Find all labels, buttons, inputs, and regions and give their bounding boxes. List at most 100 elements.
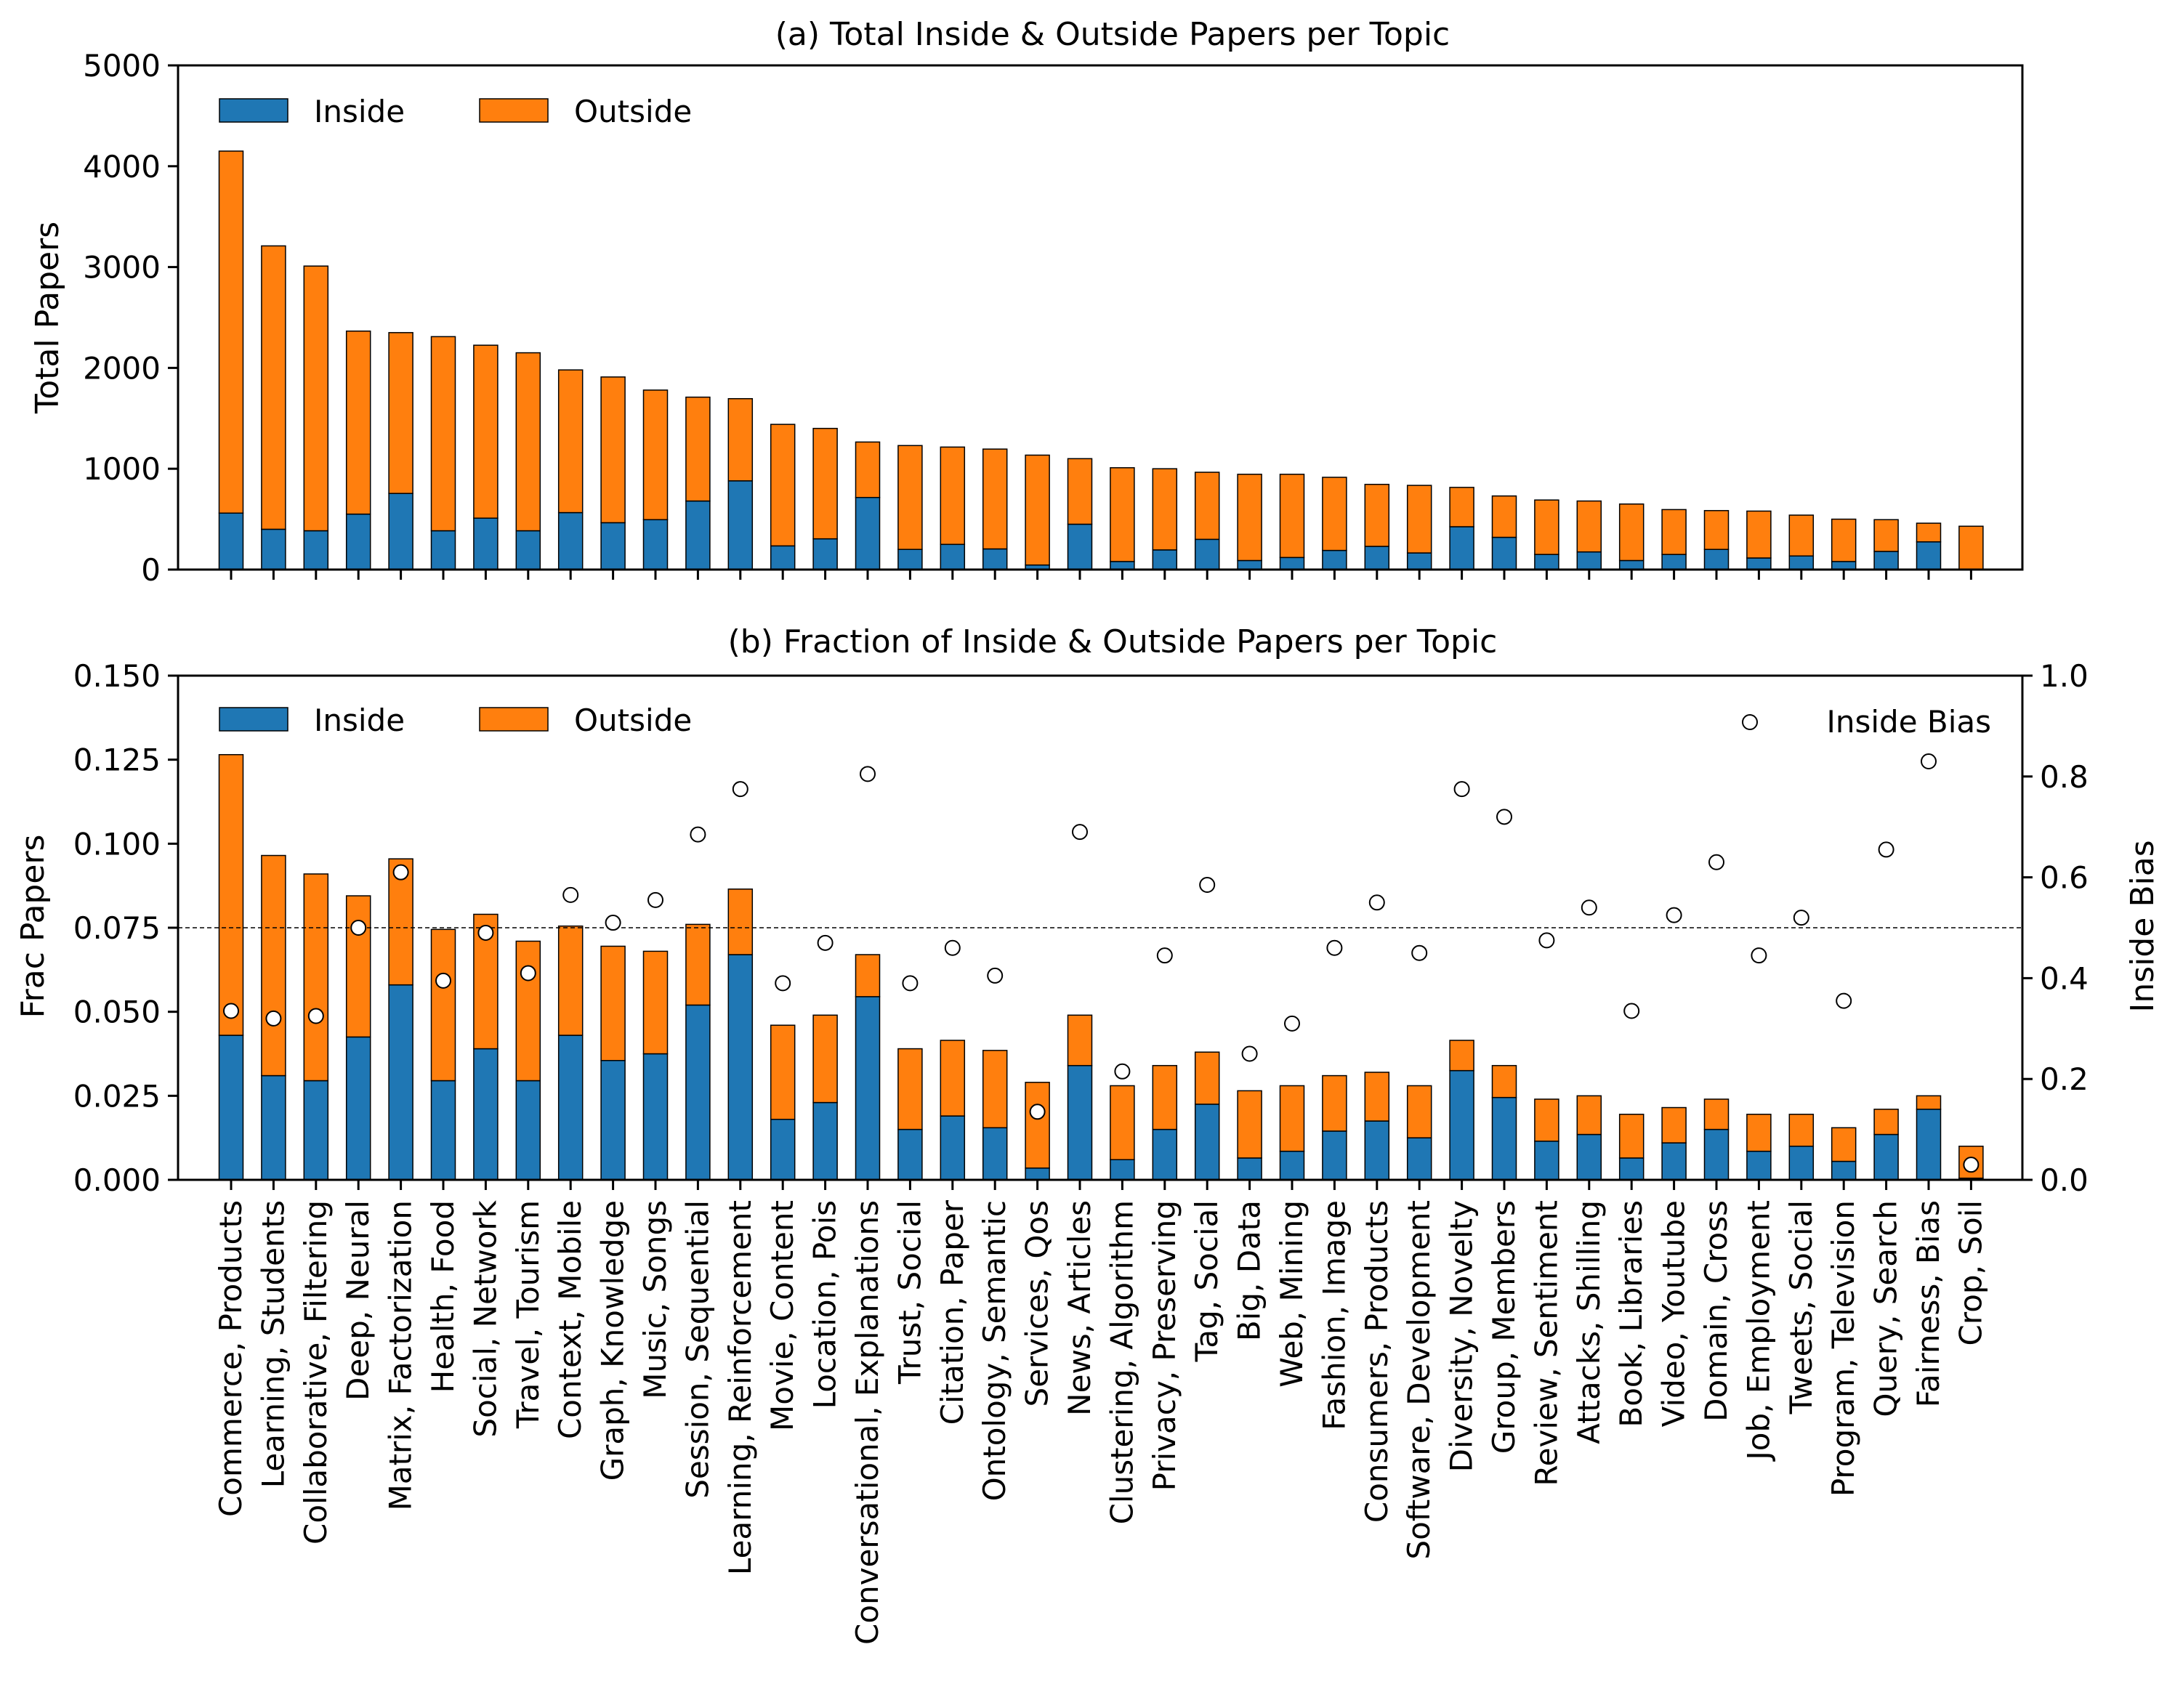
inside-bias-point [944,939,961,956]
bar-inside [1110,1159,1135,1181]
inside-bias-point [1793,910,1809,926]
category-label: Group, Members [1486,1200,1522,1454]
category-label: Session, Sequential [679,1200,715,1499]
category-label: Travel, Tourism [510,1200,546,1429]
bar-outside [1025,454,1050,566]
inside-bias-point [562,886,579,903]
inside-bias-point [987,967,1004,984]
panel-a-y-ticks: 0 1000 2000 3000 4000 5000 [83,48,178,588]
inside-bias-point [435,972,451,989]
bar-outside [1279,474,1305,559]
y-tick-label: 4000 [83,149,161,185]
inside-bias-point [1114,1063,1131,1080]
bar-outside [1788,1114,1815,1147]
bar-outside [557,369,584,514]
bar-inside [1788,1145,1815,1181]
bar-inside [642,519,669,570]
panel-b-title: (b) Fraction of Inside & Outside Papers … [728,623,1498,660]
inside-bias-point [1581,899,1597,916]
bar-inside [600,1060,626,1181]
bar-outside [1279,1085,1305,1152]
right-y-tick-label: 0.8 [2040,759,2089,795]
bar-outside [1406,485,1432,554]
bar-outside [1406,1085,1432,1138]
right-y-tick-label: 0.4 [2040,960,2089,996]
inside-bias-point [1411,944,1428,961]
panel-b-x-ticks [230,1180,1972,1190]
bar-inside [303,1080,329,1181]
bar-inside [1194,538,1220,570]
bar-inside [1364,1120,1390,1181]
bar-outside [1831,1127,1857,1162]
bar-inside [1703,549,1730,570]
bar-outside [388,332,413,494]
bar-inside [515,1080,541,1181]
bar-outside [218,753,244,1036]
inside-bias-point [860,766,876,782]
category-label: Fairness, Bias [1910,1200,1946,1407]
bar-inside [1406,552,1432,570]
bar-inside [261,1074,286,1181]
bar-outside [1152,1064,1178,1130]
category-label: Big, Data [1232,1200,1267,1341]
right-y-tick-label: 0.0 [2040,1162,2089,1198]
bar-inside [1237,1157,1262,1181]
panel-a-y-axis-label: Total Papers [29,222,66,414]
bar-outside [1534,1098,1559,1142]
y-tick-label: 0.150 [73,658,161,694]
panel-a-legend: Inside Outside [219,94,692,129]
bar-outside [1110,1085,1135,1160]
category-labels: Commerce, Products Learning, Students Coll… [213,1199,1988,1645]
bar-inside [1831,561,1857,570]
bar-outside [812,427,838,540]
bar-outside [303,873,329,1082]
category-label: Context, Mobile [552,1200,588,1439]
y-tick-label: 0.075 [73,910,161,946]
bar-outside [1194,471,1220,541]
bar-outside [897,445,923,550]
bar-inside [1152,549,1178,570]
category-label: Job, Employment [1740,1200,1776,1462]
bar-outside [1661,1106,1687,1144]
category-label: Learning, Students [255,1200,291,1488]
inside-bias-point [307,1008,324,1024]
category-label: Conversational, Explanations [850,1200,885,1645]
bar-outside [855,954,881,997]
panel-a-title: (a) Total Inside & Outside Papers per To… [775,16,1450,53]
panel-b-bars [218,753,1984,1181]
legend-label-inside-bias: Inside Bias [1826,704,1991,740]
bar-inside [557,1035,584,1181]
category-label: Diversity, Novelty [1444,1200,1480,1472]
panel-b-y-ticks: 0.000 0.025 0.050 0.075 0.100 0.125 0.150 [73,658,178,1198]
bar-inside [1406,1137,1432,1181]
bar-inside [1788,555,1815,570]
y-tick-label: 5000 [83,48,161,84]
category-label: Tweets, Social [1783,1200,1819,1414]
bar-outside [685,923,711,1006]
bar-inside [727,480,754,570]
bar-outside [1618,503,1645,562]
category-label: Services, Qos [1020,1200,1055,1407]
bar-inside [388,984,413,1181]
panel-a-bars [218,150,1984,570]
bar-inside [1449,526,1474,570]
inside-bias-point [690,826,706,843]
bar-outside [1576,1095,1602,1136]
bar-inside [600,522,626,570]
inside-bias-point [902,975,919,992]
bar-inside [1873,551,1899,570]
category-label: Collaborative, Filtering [298,1200,334,1545]
bar-outside [812,1014,838,1104]
bar-outside [1364,1072,1390,1122]
bar-inside [1067,1064,1093,1181]
bar-outside [982,448,1008,550]
bar-outside [1873,519,1899,552]
bar-inside [770,545,796,570]
bar-outside [1661,509,1687,555]
category-label: Learning, Reinforcement [722,1200,758,1575]
y-tick-label: 0 [141,552,161,588]
category-label: Attacks, Shilling [1571,1200,1607,1444]
bar-outside [1831,518,1857,562]
bar-inside [1703,1128,1730,1181]
bar-inside [812,1101,838,1181]
